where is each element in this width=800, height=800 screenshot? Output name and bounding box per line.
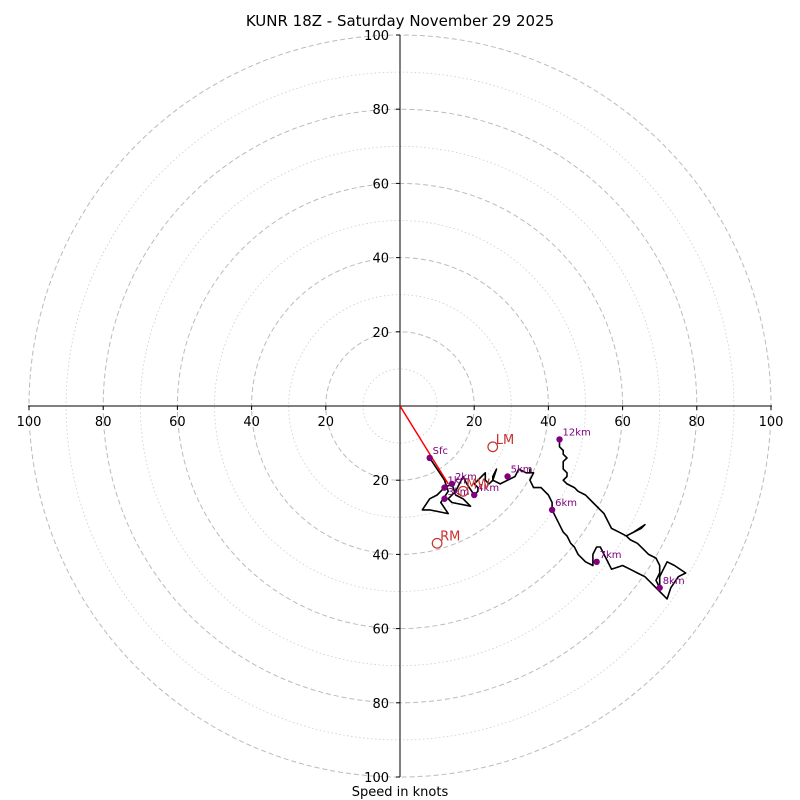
height-marker [504, 473, 511, 480]
y-tick-label: 100 [364, 29, 389, 44]
height-label: 4km [477, 483, 499, 494]
y-tick-label: 100 [364, 771, 389, 786]
y-tick-label: 20 [372, 474, 389, 489]
x-tick-label: 20 [466, 415, 483, 430]
y-tick-label: 60 [372, 177, 389, 192]
height-marker [593, 558, 600, 566]
height-marker [441, 495, 448, 502]
x-tick-label: 40 [540, 415, 557, 430]
height-marker [471, 491, 478, 499]
wind-trace-line [421, 439, 687, 600]
height-marker [441, 484, 448, 491]
height-label: 5km [511, 464, 533, 475]
x-tick-label: 80 [689, 415, 706, 430]
y-tick-label: 40 [372, 252, 389, 267]
shear-vector-line [399, 405, 449, 485]
x-tick-label: 60 [614, 415, 631, 430]
x-axis-label: Speed in knots [352, 785, 449, 800]
storm-motion-markers: LM MW RM [431, 433, 514, 549]
x-tick-label: 80 [95, 415, 112, 430]
chart-title: KUNR 18Z - Saturday November 29 2025 [246, 12, 554, 30]
height-label: 2km [455, 472, 477, 483]
hodograph-trace [399, 405, 687, 600]
x-tick-label: 100 [759, 415, 784, 430]
y-tick-label: 80 [372, 103, 389, 118]
storm-motion-marker [457, 485, 469, 497]
y-tick-label: 40 [372, 548, 389, 563]
x-tick-label: 100 [17, 415, 42, 430]
height-label: 1km [448, 476, 470, 487]
storm-motion-label: LM [496, 433, 514, 448]
height-marker [426, 454, 433, 462]
height-label: Sfc [433, 446, 448, 457]
height-marker [548, 506, 556, 514]
y-tick-label: 20 [372, 326, 389, 341]
storm-motion-label: MW [466, 477, 490, 492]
storm-motion-marker [487, 441, 499, 453]
height-marker [448, 480, 456, 488]
y-tick-label: 80 [372, 697, 389, 712]
height-label: 7km [600, 550, 622, 561]
height-marker [556, 436, 563, 443]
x-tick-label: 20 [318, 415, 335, 430]
storm-motion-label: RM [440, 529, 460, 544]
height-marker [656, 584, 663, 591]
x-tick-label: 40 [243, 415, 260, 430]
x-tick-label: 60 [169, 415, 186, 430]
y-tick-label: 60 [372, 623, 389, 638]
height-label: 8km [663, 576, 685, 587]
height-label: 6km [555, 498, 577, 509]
storm-motion-marker [431, 537, 443, 549]
tick-labels: 100 80 60 40 20 20 40 60 80 100 20 40 60 80 100 20 40 60 8… [17, 29, 784, 786]
height-label: 12km [563, 427, 591, 438]
